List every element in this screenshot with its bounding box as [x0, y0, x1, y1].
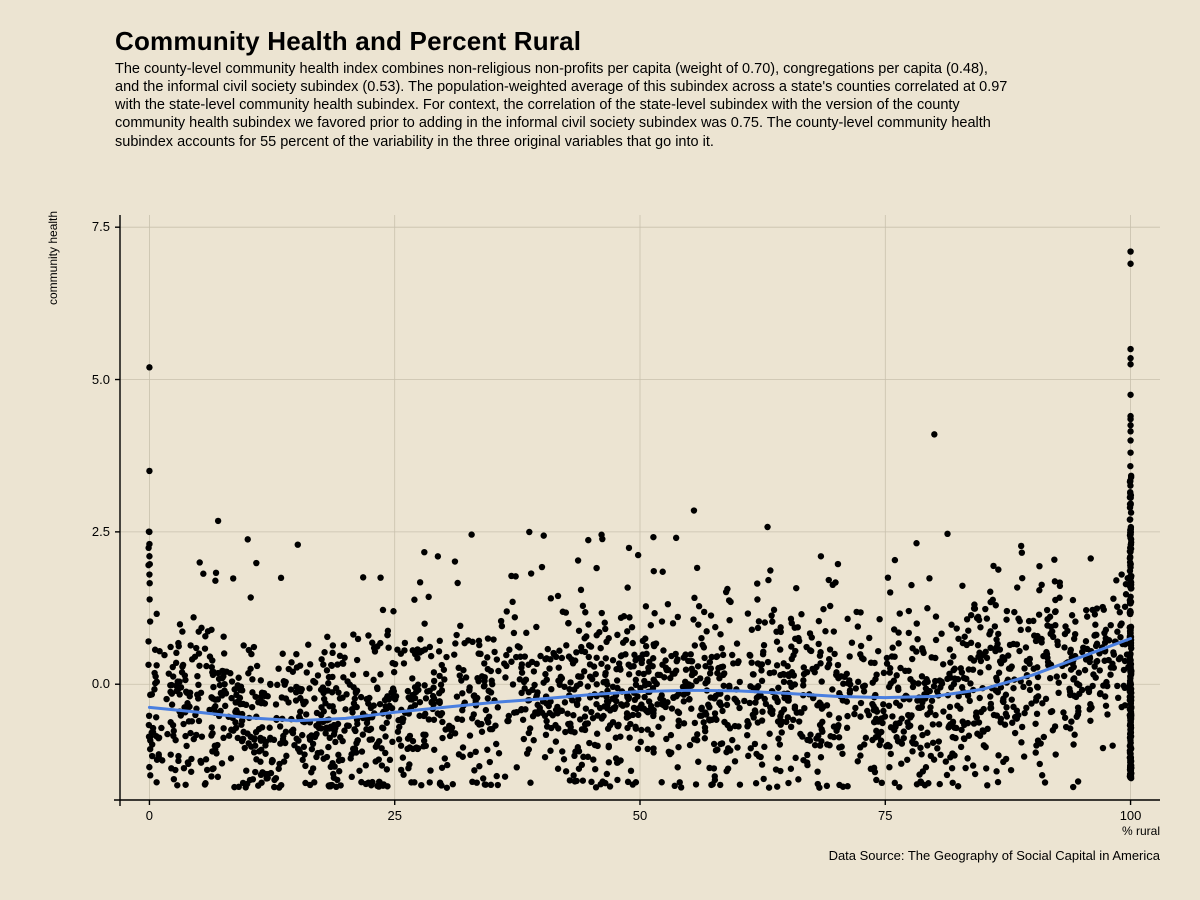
scatter-chart [0, 0, 1200, 900]
y-tick-label: 0.0 [60, 676, 110, 691]
x-tick-label: 75 [865, 808, 905, 823]
y-tick-label: 2.5 [60, 524, 110, 539]
x-tick-label: 0 [129, 808, 169, 823]
y-tick-label: 7.5 [60, 219, 110, 234]
x-tick-label: 50 [620, 808, 660, 823]
x-tick-label: 25 [375, 808, 415, 823]
x-tick-label: 100 [1111, 808, 1151, 823]
y-tick-label: 5.0 [60, 372, 110, 387]
